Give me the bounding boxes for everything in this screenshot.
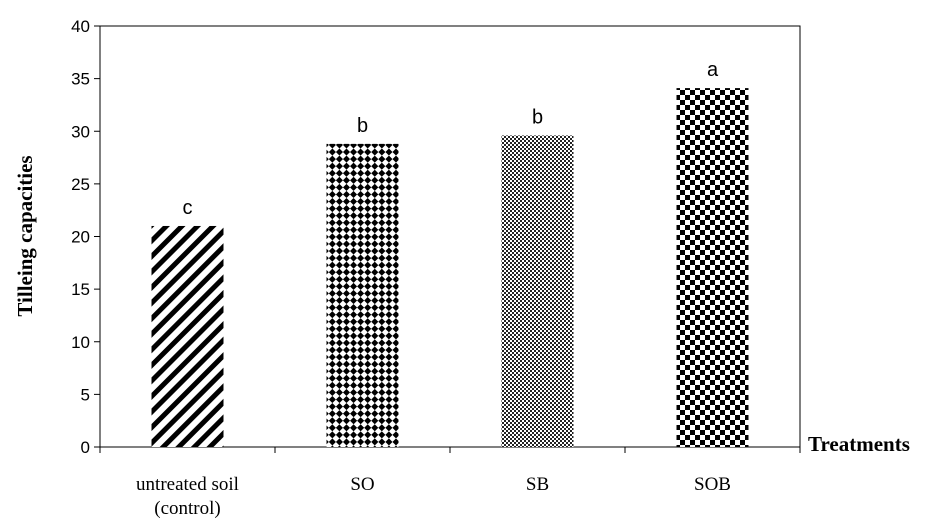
y-tick-label: 20 (71, 228, 90, 247)
x-axis (99, 447, 801, 453)
y-tick-label: 35 (71, 70, 90, 89)
x-tick-label: untreated soil (136, 474, 239, 495)
x-tick-label: SOB (694, 474, 731, 495)
significance-letter: b (532, 106, 543, 128)
bar (151, 225, 224, 447)
bar (326, 143, 399, 447)
category-labels: untreated soil (control) SO SB SOB (136, 474, 731, 519)
significance-labels: c b b a (183, 59, 719, 219)
y-tick-label: 5 (81, 385, 90, 404)
x-tick-label: (control) (154, 498, 220, 519)
y-tick-label: 30 (71, 122, 90, 141)
y-tick-label: 10 (71, 333, 90, 352)
significance-letter: c (183, 197, 193, 219)
bar (501, 135, 574, 447)
bars (151, 88, 749, 447)
y-tick-label: 25 (71, 175, 90, 194)
significance-letter: b (357, 115, 368, 137)
x-tick-label: SB (526, 474, 549, 495)
y-axis: 0 5 10 15 20 25 30 35 40 (71, 17, 100, 457)
significance-letter: a (707, 59, 719, 81)
y-axis-title: Tilleing capacities (13, 155, 37, 316)
y-tick-label: 15 (71, 280, 90, 299)
x-axis-title: Treatments (808, 432, 910, 456)
bar (676, 88, 749, 447)
y-tick-label: 40 (71, 17, 90, 36)
y-tick-label: 0 (81, 438, 90, 457)
x-tick-label: SO (350, 474, 374, 495)
